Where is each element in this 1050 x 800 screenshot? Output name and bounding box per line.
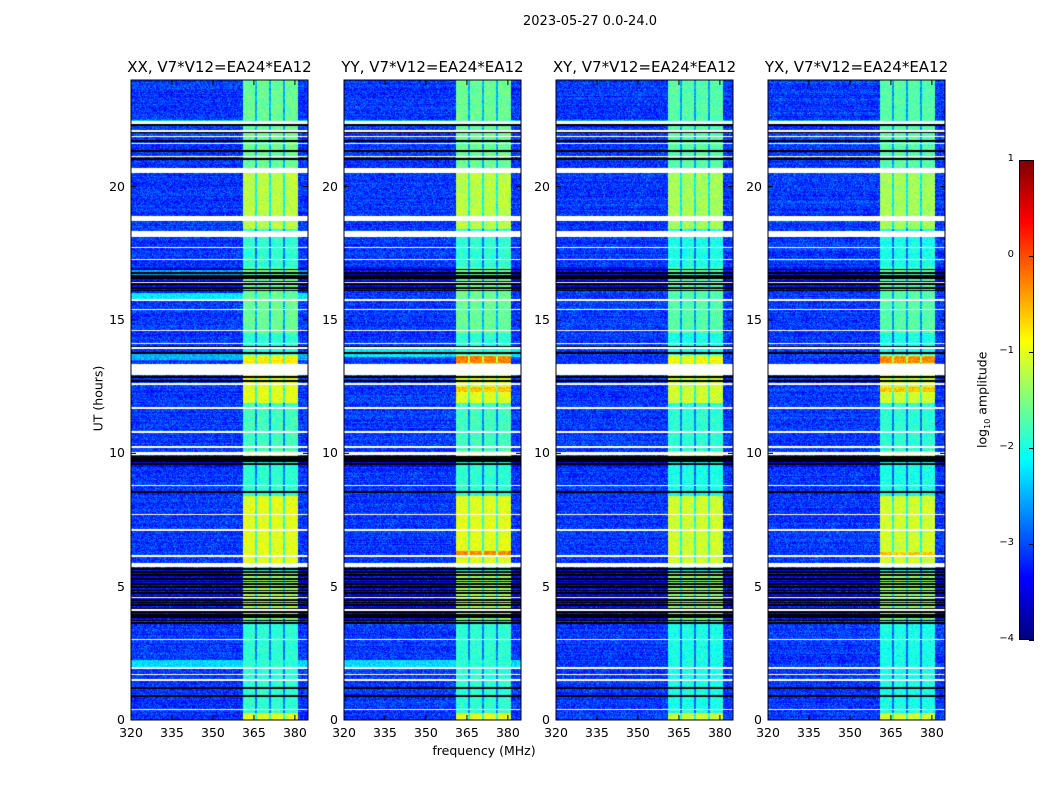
x-tick-label: 320 (756, 725, 780, 740)
x-axis-label: frequency (MHz) (432, 743, 536, 758)
y-tick-label: 5 (542, 578, 550, 594)
colorbar-gradient (1020, 161, 1033, 639)
x-tick-label: 350 (626, 725, 650, 740)
axes-border (343, 79, 522, 721)
axes-border (555, 79, 734, 721)
colorbar-tick-label: 0 (1007, 249, 1014, 260)
colorbar-tick-mark (1029, 544, 1034, 545)
colorbar (1019, 160, 1034, 640)
x-tick-label: 380 (707, 725, 732, 740)
y-tick-label: 20 (109, 178, 125, 194)
y-tick-label: 0 (330, 712, 338, 727)
colorbar-tick-mark (1029, 160, 1034, 161)
heatmap-image (344, 80, 521, 720)
colorbar-tick-label: −1 (999, 345, 1014, 356)
heatmap-image (131, 80, 308, 720)
heatmap-image (556, 80, 733, 720)
heatmap-panel (130, 79, 309, 721)
colorbar-tick-mark (1029, 256, 1034, 257)
x-tick-label: 365 (454, 725, 479, 740)
x-tick-label: 380 (495, 725, 520, 740)
y-tick-label: 20 (746, 178, 762, 194)
x-tick-label: 335 (160, 725, 184, 740)
axes-frame (130, 79, 309, 721)
heatmap-panel (555, 79, 734, 721)
axes-frame (555, 79, 734, 721)
figure-title: 2023-05-27 0.0-24.0 (523, 14, 657, 29)
y-tick-label: 5 (754, 578, 762, 594)
y-tick-label: 15 (109, 312, 125, 327)
y-tick-label: 20 (534, 178, 550, 194)
y-tick-label: 10 (322, 445, 338, 461)
axes-border (130, 79, 309, 721)
colorbar-tick-label: −4 (999, 633, 1014, 644)
x-tick-label: 335 (585, 725, 609, 740)
x-tick-label: 320 (119, 725, 143, 740)
y-tick-label: 5 (117, 578, 125, 594)
colorbar-tick-label: −3 (999, 537, 1014, 548)
y-tick-label: 10 (746, 445, 762, 461)
heatmap-panel (767, 79, 946, 721)
x-tick-label: 335 (797, 725, 821, 740)
panel-title: YY, V7*V12=EA24*EA12 (341, 58, 524, 76)
heatmap-image (768, 80, 945, 720)
axes-frame (343, 79, 522, 721)
y-axis-label: UT (hours) (90, 365, 106, 432)
y-tick-label: 15 (746, 312, 762, 327)
colorbar-tick-mark (1029, 640, 1034, 641)
y-tick-label: 5 (330, 578, 338, 594)
x-tick-label: 350 (838, 725, 862, 740)
colorbar-tick-label: −2 (999, 441, 1014, 452)
x-tick-label: 365 (666, 725, 691, 740)
x-tick-label: 380 (282, 725, 307, 740)
panel-title: XX, V7*V12=EA24*EA12 (127, 58, 312, 76)
colorbar-label: log10 amplitude (974, 351, 992, 448)
axes-frame (767, 79, 946, 721)
x-tick-label: 350 (414, 725, 438, 740)
x-tick-label: 320 (332, 725, 356, 740)
y-tick-label: 0 (117, 712, 125, 727)
colorbar-tick-mark (1029, 352, 1034, 353)
y-tick-label: 10 (534, 445, 550, 461)
y-tick-label: 0 (542, 712, 550, 727)
y-tick-label: 0 (754, 712, 762, 727)
heatmap-panel (343, 79, 522, 721)
y-tick-label: 20 (322, 178, 338, 194)
y-tick-label: 15 (322, 312, 338, 327)
x-tick-label: 320 (544, 725, 568, 740)
x-tick-label: 335 (373, 725, 397, 740)
y-tick-label: 15 (534, 312, 550, 327)
panel-title: YX, V7*V12=EA24*EA12 (764, 58, 949, 76)
colorbar-tick-mark (1029, 448, 1034, 449)
y-tick-label: 10 (109, 445, 125, 461)
x-tick-label: 365 (241, 725, 266, 740)
x-tick-label: 365 (878, 725, 903, 740)
x-tick-label: 380 (919, 725, 944, 740)
panel-title: XY, V7*V12=EA24*EA12 (552, 58, 737, 76)
x-tick-label: 350 (201, 725, 225, 740)
axes-border (767, 79, 946, 721)
colorbar-tick-label: 1 (1007, 153, 1014, 164)
